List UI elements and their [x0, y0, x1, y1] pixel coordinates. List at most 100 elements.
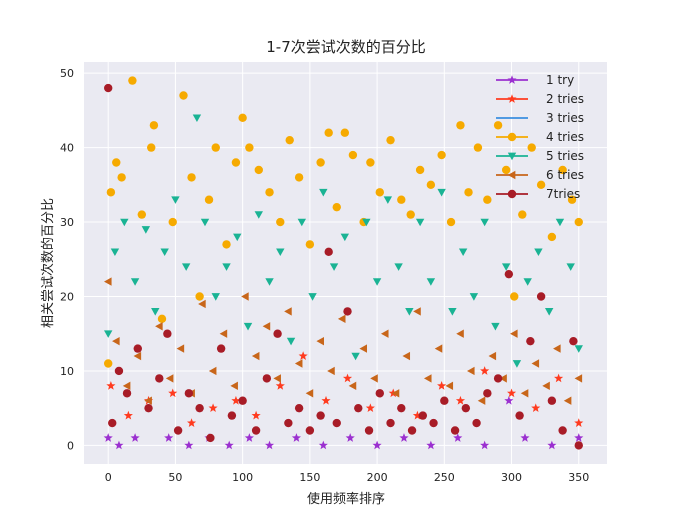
data-point [184, 440, 194, 450]
x-tick-label: 250 [434, 471, 455, 484]
data-point [480, 366, 490, 375]
data-point [137, 210, 147, 219]
legend-item: 5 tries [496, 149, 584, 163]
series-4-tries [104, 76, 583, 368]
data-point [238, 396, 247, 405]
data-point [200, 218, 210, 227]
legend-marker [507, 75, 517, 84]
x-axis-ticks: 0 50 100 150 200 250 300 350 [105, 471, 590, 484]
data-point [222, 240, 231, 249]
data-point [477, 396, 486, 405]
legend-label: 4 tries [546, 130, 584, 144]
legend-item: 7tries [496, 187, 580, 201]
legend-item: 2 tries [496, 92, 584, 106]
data-point [399, 433, 409, 442]
legend-label: 3 tries [546, 111, 584, 125]
data-point [372, 440, 382, 450]
data-point [114, 440, 124, 450]
x-tick-label: 300 [501, 471, 522, 484]
data-point [343, 307, 352, 316]
data-point [406, 210, 415, 219]
data-point [273, 374, 281, 383]
data-point [329, 263, 339, 271]
data-point [294, 359, 303, 368]
data-point [285, 135, 294, 145]
data-point [130, 278, 140, 286]
series-7tries [104, 83, 583, 450]
data-point [308, 293, 317, 301]
chart-title: 1-7次尝试次数的百分比 [266, 38, 426, 56]
data-point [112, 158, 121, 167]
data-point [342, 373, 353, 383]
data-point [566, 263, 575, 271]
data-point [553, 344, 561, 353]
data-point [284, 307, 292, 316]
data-point [227, 411, 237, 420]
data-point [187, 173, 196, 182]
data-point [192, 114, 202, 123]
data-point [168, 388, 178, 398]
data-point [122, 381, 131, 391]
data-point [219, 329, 228, 338]
data-point [520, 389, 529, 398]
data-point [195, 292, 204, 301]
series-1-try [103, 395, 584, 450]
x-tick-label: 200 [367, 471, 388, 484]
legend-marker [507, 94, 517, 103]
data-point [555, 218, 565, 227]
data-point [265, 278, 274, 286]
data-point [464, 188, 473, 197]
data-point [284, 418, 293, 428]
data-point [163, 329, 172, 338]
data-point [251, 426, 261, 435]
data-point [155, 374, 164, 383]
data-point [244, 433, 254, 442]
data-point [319, 188, 328, 197]
data-point [415, 165, 425, 175]
data-point [337, 314, 346, 324]
data-point [445, 381, 454, 391]
data-point [569, 336, 578, 346]
data-point [574, 418, 584, 427]
data-point [238, 113, 247, 123]
data-point [423, 374, 432, 383]
data-point [273, 329, 282, 338]
data-point [574, 217, 583, 227]
data-point [413, 307, 421, 316]
data-point [264, 440, 275, 450]
data-point [186, 418, 197, 427]
data-point [276, 217, 285, 227]
data-point [402, 351, 411, 361]
data-point [133, 351, 142, 361]
data-point [305, 426, 315, 435]
data-point [104, 83, 113, 93]
data-point [171, 196, 180, 204]
data-point [206, 433, 215, 443]
data-point [472, 418, 481, 428]
data-point [574, 374, 583, 383]
data-point [375, 188, 384, 197]
data-point [488, 351, 497, 361]
y-tick-label: 30 [60, 216, 74, 229]
data-point [480, 218, 489, 227]
data-point [554, 373, 564, 383]
data-point [130, 433, 140, 442]
legend-label: 5 tries [546, 149, 584, 163]
data-point [198, 299, 206, 309]
data-point [144, 403, 153, 413]
data-point [106, 381, 116, 390]
data-point [276, 248, 285, 257]
data-point [104, 359, 113, 368]
data-point [354, 403, 363, 413]
data-point [231, 395, 241, 405]
data-point [160, 248, 169, 257]
data-point [515, 411, 524, 420]
data-point [534, 248, 543, 257]
data-point [245, 143, 254, 152]
data-point [104, 277, 112, 286]
data-point [103, 433, 113, 442]
data-point [251, 410, 261, 420]
data-point [473, 143, 483, 152]
